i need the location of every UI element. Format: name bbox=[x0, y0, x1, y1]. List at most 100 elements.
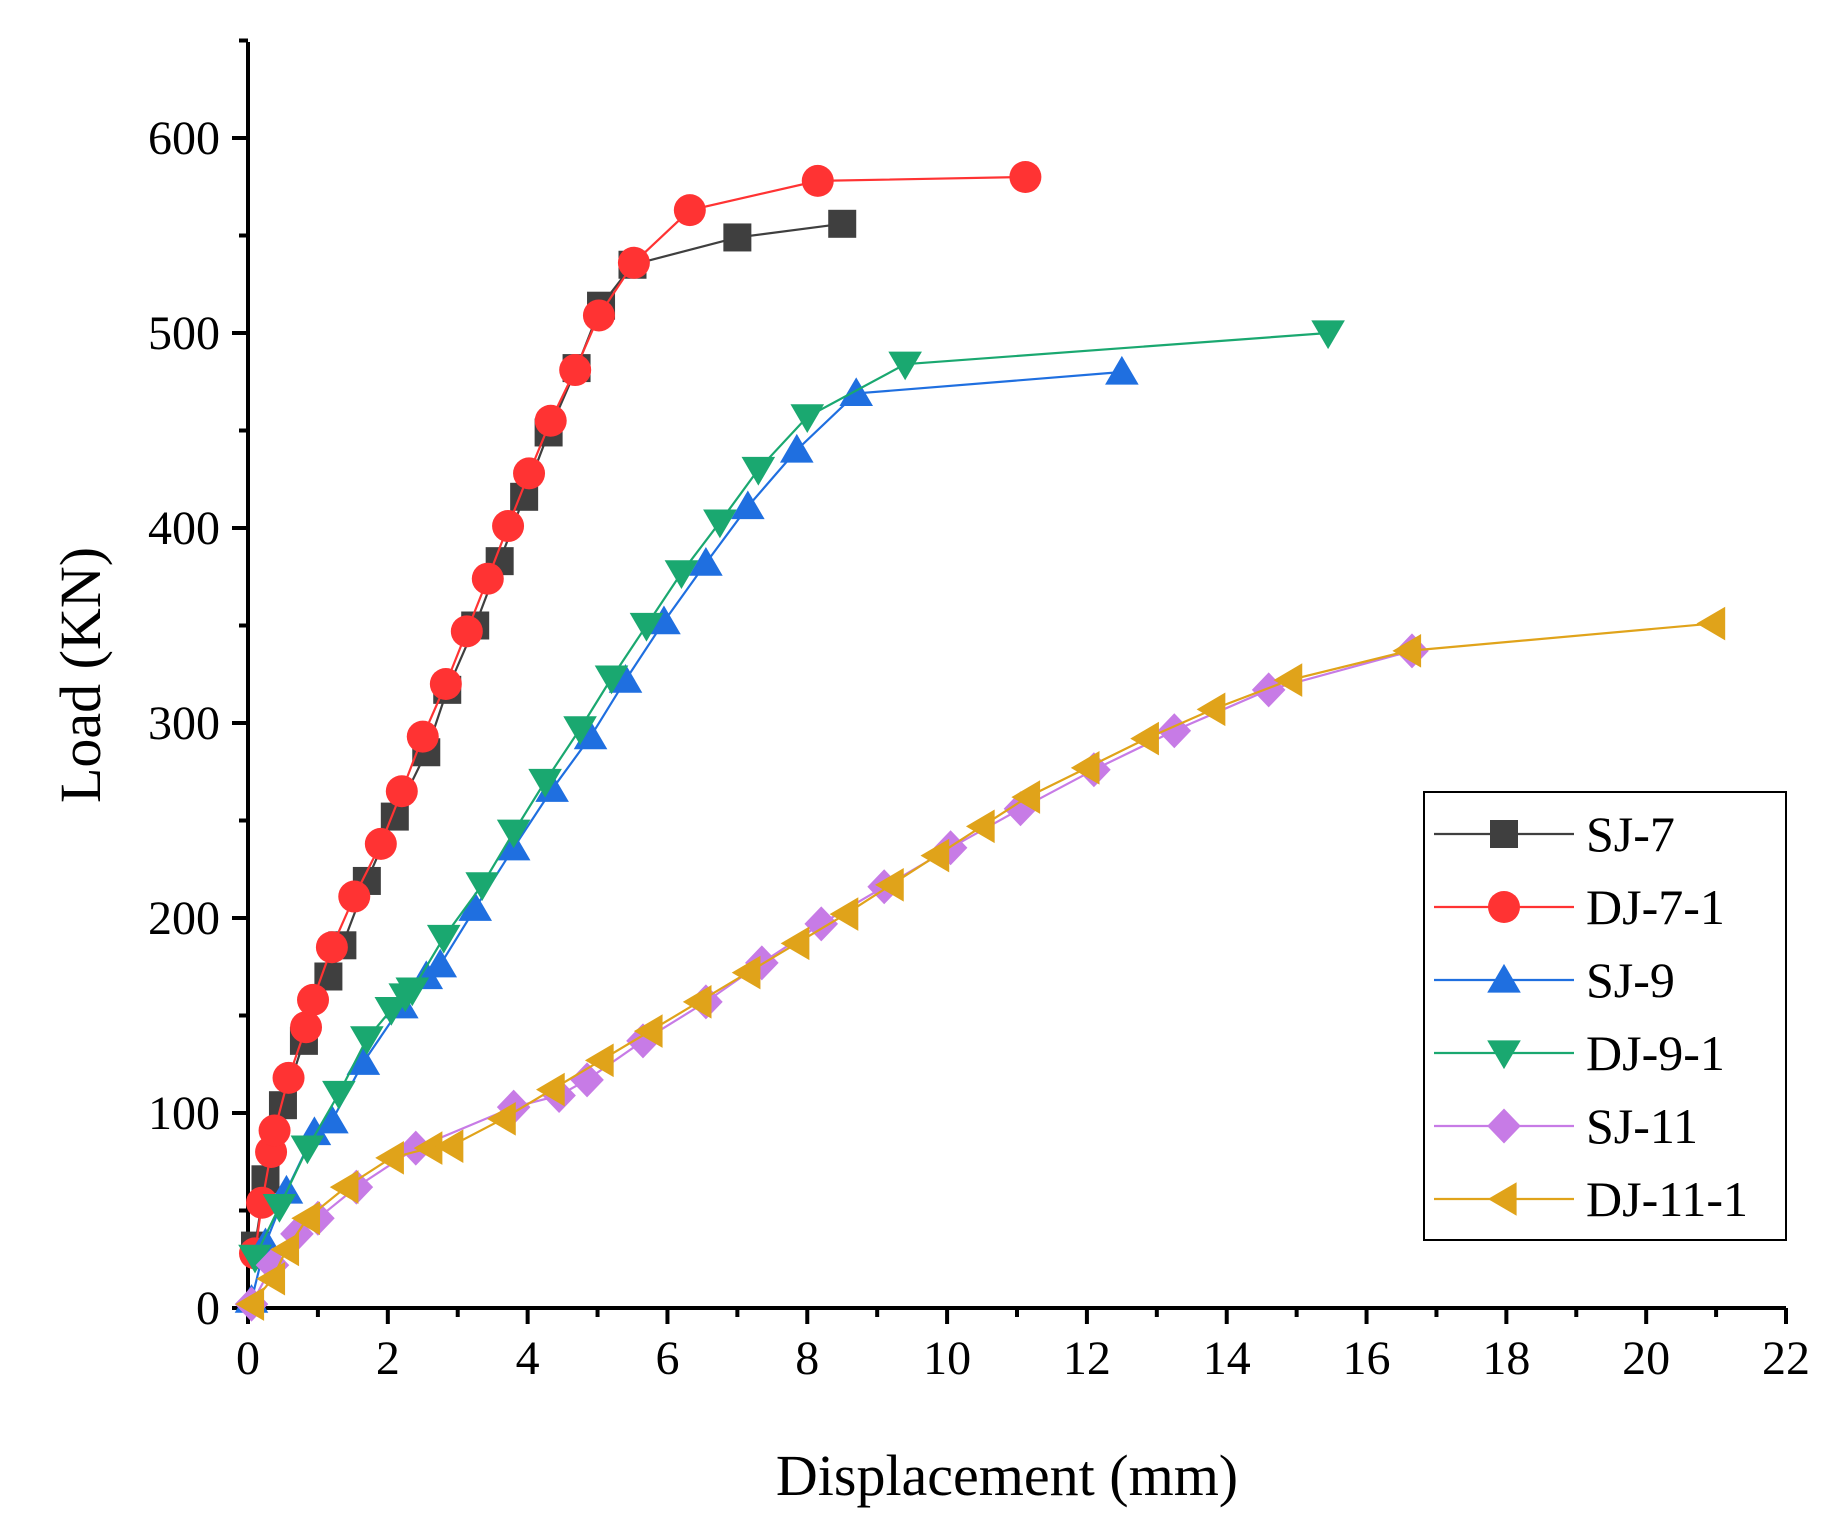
x-tick-label: 4 bbox=[516, 1332, 540, 1385]
data-point bbox=[291, 1201, 321, 1236]
y-axis-title: Load (KN) bbox=[48, 547, 113, 803]
data-point bbox=[434, 1129, 464, 1163]
data-point bbox=[559, 354, 592, 387]
x-tick-label: 12 bbox=[1063, 1332, 1111, 1385]
x-tick-label: 16 bbox=[1343, 1332, 1391, 1385]
data-point bbox=[262, 1194, 297, 1223]
data-point bbox=[272, 1061, 305, 1094]
data-point bbox=[920, 838, 950, 873]
y-tick-label: 0 bbox=[196, 1282, 220, 1335]
data-point bbox=[703, 509, 737, 539]
data-point bbox=[534, 404, 567, 437]
data-point bbox=[350, 1026, 384, 1055]
legend-item: SJ-9 bbox=[1434, 952, 1675, 1008]
legend-marker bbox=[1487, 1182, 1517, 1216]
data-point bbox=[888, 351, 922, 381]
x-tick-label: 14 bbox=[1203, 1332, 1251, 1385]
series-dj-7-1 bbox=[238, 161, 1042, 1270]
data-point bbox=[426, 924, 461, 954]
data-point bbox=[528, 768, 562, 798]
data-point bbox=[875, 868, 904, 902]
data-point bbox=[1311, 320, 1345, 350]
data-point bbox=[664, 560, 699, 589]
data-point bbox=[297, 983, 330, 1016]
legend-label: DJ-9-1 bbox=[1586, 1025, 1725, 1081]
data-point bbox=[573, 720, 608, 750]
data-point bbox=[828, 209, 857, 238]
data-point bbox=[570, 1062, 604, 1098]
data-point bbox=[315, 1104, 349, 1134]
data-point bbox=[563, 716, 597, 745]
legend-marker bbox=[1490, 820, 1518, 848]
data-point bbox=[723, 223, 752, 252]
data-point bbox=[1696, 606, 1726, 641]
data-point bbox=[458, 892, 493, 921]
legend-marker bbox=[1487, 1108, 1521, 1144]
legend-marker bbox=[1487, 1040, 1521, 1070]
data-point bbox=[1273, 663, 1303, 697]
data-point bbox=[608, 664, 643, 693]
y-tick-label: 200 bbox=[148, 892, 220, 945]
legend-marker bbox=[1488, 891, 1520, 923]
data-point bbox=[375, 1141, 404, 1175]
x-tick-label: 8 bbox=[795, 1332, 819, 1385]
data-point bbox=[1009, 161, 1042, 193]
y-tick-label: 600 bbox=[148, 112, 220, 165]
data-point bbox=[1105, 355, 1139, 385]
data-point bbox=[290, 1011, 323, 1044]
data-point bbox=[423, 948, 458, 978]
data-point bbox=[1392, 634, 1422, 668]
data-point bbox=[496, 819, 531, 849]
data-point bbox=[322, 1080, 356, 1110]
data-point bbox=[731, 490, 765, 520]
legend: SJ-7 DJ-7-1 SJ-9 DJ-9-1 SJ-11 DJ-11-1 bbox=[1423, 791, 1787, 1241]
axes: 0 2 4 6 8 10 12 14 16 18 20 22 0 100 200 300 400 500 600 Di… bbox=[48, 38, 1810, 1508]
data-point bbox=[395, 977, 430, 1007]
data-point bbox=[584, 1043, 614, 1078]
y-tick-label: 400 bbox=[148, 502, 220, 555]
data-point bbox=[801, 164, 834, 197]
x-axis-title: Displacement (mm) bbox=[776, 1443, 1238, 1508]
data-point bbox=[385, 775, 418, 808]
data-point bbox=[1011, 780, 1041, 814]
data-point bbox=[413, 1131, 443, 1165]
data-point bbox=[338, 880, 371, 913]
legend-label: SJ-7 bbox=[1586, 806, 1675, 862]
legend-item: SJ-11 bbox=[1434, 1098, 1698, 1154]
data-point bbox=[779, 433, 814, 463]
x-tick-label: 10 bbox=[923, 1332, 971, 1385]
y-tick-label: 100 bbox=[148, 1087, 220, 1140]
data-point bbox=[965, 809, 995, 844]
data-point bbox=[689, 547, 723, 576]
data-point bbox=[465, 872, 499, 901]
series-line bbox=[253, 175, 1026, 1254]
data-point bbox=[1070, 751, 1100, 785]
data-point bbox=[673, 194, 706, 227]
data-point bbox=[315, 931, 348, 964]
data-point bbox=[364, 827, 397, 860]
data-point bbox=[270, 1232, 300, 1267]
series-dj-11-1 bbox=[235, 606, 1726, 1321]
data-point bbox=[346, 1046, 381, 1075]
legend-item: SJ-7 bbox=[1434, 806, 1675, 862]
data-point bbox=[429, 668, 462, 700]
data-point bbox=[487, 1102, 516, 1136]
data-point bbox=[374, 997, 409, 1026]
y-tick-label: 300 bbox=[148, 697, 220, 750]
data-point bbox=[255, 1247, 290, 1283]
data-point bbox=[406, 720, 439, 753]
series-layer bbox=[234, 161, 1726, 1322]
legend-item: DJ-7-1 bbox=[1434, 879, 1725, 935]
data-point bbox=[617, 246, 650, 279]
data-point bbox=[1196, 692, 1226, 727]
data-point bbox=[235, 1287, 265, 1321]
data-point bbox=[492, 510, 525, 543]
legend-item: DJ-11-1 bbox=[1434, 1171, 1748, 1227]
legend-label: DJ-7-1 bbox=[1586, 879, 1725, 935]
data-point bbox=[290, 1135, 325, 1165]
legend-label: SJ-9 bbox=[1586, 952, 1675, 1008]
x-tick-label: 0 bbox=[236, 1332, 260, 1385]
data-point bbox=[647, 605, 681, 635]
